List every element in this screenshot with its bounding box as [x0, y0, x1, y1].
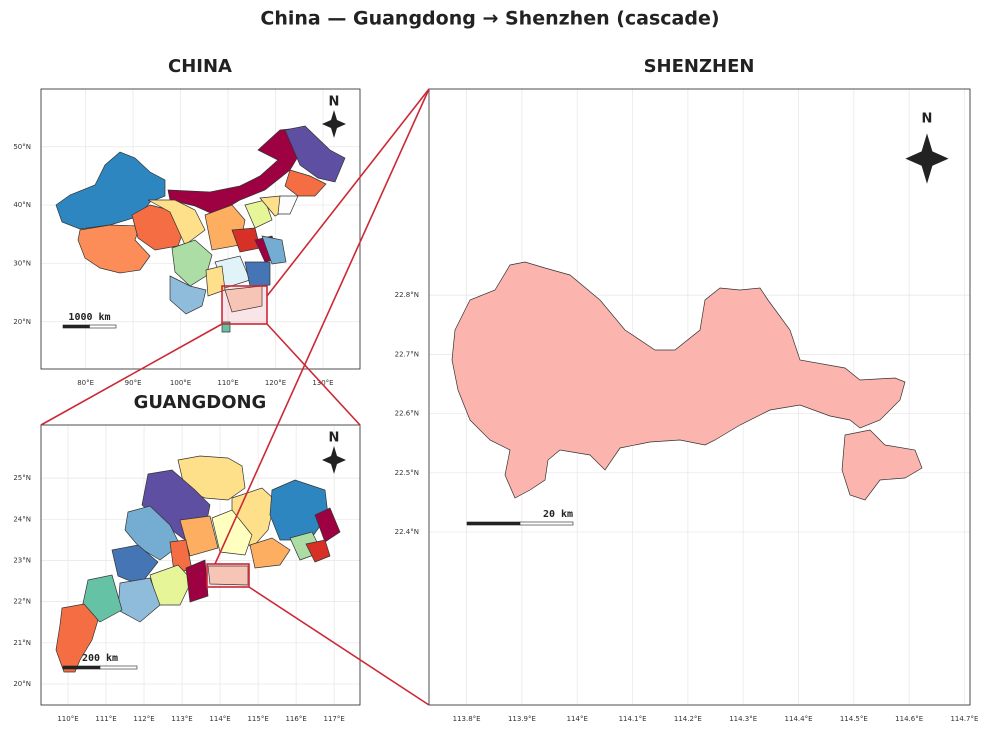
- x-tick-label: 113.8°E: [453, 715, 481, 723]
- y-tick-label: 21°N: [13, 639, 31, 647]
- scale-bar: [62, 324, 90, 329]
- y-tick-label: 20°N: [13, 318, 31, 326]
- x-tick-label: 114.5°E: [840, 715, 868, 723]
- shenzhen-map: [451, 261, 923, 501]
- north-label: N: [329, 95, 340, 110]
- y-tick-label: 22.8°N: [395, 291, 419, 299]
- y-tick-label: 22.5°N: [395, 469, 419, 477]
- x-tick-label: 111°E: [95, 715, 116, 723]
- x-tick-label: 117°E: [323, 715, 344, 723]
- x-tick-label: 114.4°E: [785, 715, 813, 723]
- x-tick-label: 114°E: [567, 715, 588, 723]
- panel-title: GUANGDONG: [134, 392, 267, 413]
- x-tick-label: 114.2°E: [674, 715, 702, 723]
- panel-frame: [428, 88, 971, 706]
- y-tick-label: 24°N: [13, 515, 31, 523]
- x-tick-label: 114.6°E: [895, 715, 923, 723]
- y-tick-label: 30°N: [13, 259, 31, 267]
- scale-label: 20 km: [543, 509, 573, 520]
- scale-bar: [519, 521, 574, 526]
- scale-label: 1000 km: [68, 312, 110, 323]
- scale-bar: [62, 665, 101, 670]
- panel-frame: [40, 424, 361, 706]
- north-arrow: [322, 446, 346, 474]
- x-tick-label: 114.7°E: [950, 715, 978, 723]
- x-tick-label: 130°E: [312, 379, 333, 387]
- x-tick-label: 112°E: [133, 715, 154, 723]
- y-tick-label: 25°N: [13, 474, 31, 482]
- y-tick-label: 22.7°N: [395, 350, 419, 358]
- y-tick-label: 40°N: [13, 201, 31, 209]
- x-tick-label: 114°E: [209, 715, 230, 723]
- x-tick-label: 116°E: [285, 715, 306, 723]
- scale-bar: [89, 324, 117, 329]
- y-tick-label: 20°N: [13, 680, 31, 688]
- x-tick-label: 115°E: [247, 715, 268, 723]
- y-tick-label: 50°N: [13, 143, 31, 151]
- y-tick-label: 22.6°N: [395, 410, 419, 418]
- x-tick-label: 113.9°E: [508, 715, 536, 723]
- panel-title: CHINA: [168, 56, 232, 77]
- y-tick-label: 22.4°N: [395, 528, 419, 536]
- x-tick-label: 120°E: [265, 379, 286, 387]
- scale-label: 200 km: [82, 653, 118, 664]
- scale-bar: [466, 521, 521, 526]
- north-label: N: [329, 431, 340, 446]
- scale-bar: [99, 665, 138, 670]
- x-tick-label: 110°E: [217, 379, 238, 387]
- north-arrow: [322, 110, 346, 138]
- x-tick-label: 114.1°E: [619, 715, 647, 723]
- panel-title: SHENZHEN: [644, 56, 755, 77]
- y-tick-label: 23°N: [13, 556, 31, 564]
- north-arrow: [905, 133, 949, 184]
- x-tick-label: 110°E: [57, 715, 78, 723]
- x-tick-label: 80°E: [77, 379, 94, 387]
- north-label: N: [922, 112, 933, 127]
- y-tick-label: 22°N: [13, 598, 31, 606]
- x-tick-label: 114.3°E: [729, 715, 757, 723]
- connectors: [40, 88, 430, 706]
- figure-title: China — Guangdong → Shenzhen (cascade): [260, 8, 719, 30]
- panel-frame: [40, 88, 361, 370]
- x-tick-label: 100°E: [170, 379, 191, 387]
- guangdong-map: [55, 455, 341, 673]
- x-tick-label: 90°E: [125, 379, 142, 387]
- china-map: [55, 125, 346, 333]
- x-tick-label: 113°E: [171, 715, 192, 723]
